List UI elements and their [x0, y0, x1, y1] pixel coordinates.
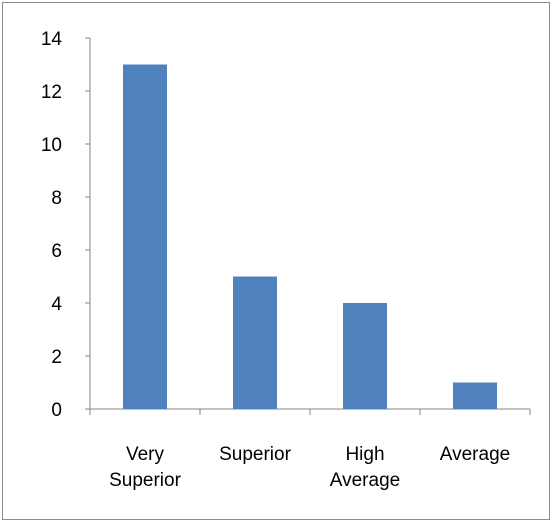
- chart-area: [2, 2, 550, 520]
- x-category-label-line: Average: [330, 470, 400, 491]
- x-category-label-line: Very: [126, 444, 165, 465]
- y-tick-label: 12: [41, 82, 62, 103]
- y-tick-label: 10: [41, 135, 62, 156]
- x-category-label: Average: [440, 444, 510, 465]
- x-category-label-line: High: [345, 444, 384, 465]
- y-tick-label: 0: [51, 400, 62, 421]
- x-category-label-line: Superior: [219, 444, 291, 465]
- x-category-label: Very Superior: [109, 444, 181, 491]
- x-axis: [89, 408, 531, 415]
- y-tick-label: 6: [51, 241, 62, 262]
- bar-very-superior: [123, 64, 167, 409]
- bar-average: [453, 382, 497, 409]
- y-axis: 0 2 4 6 8 10 12 14: [41, 29, 91, 421]
- y-tick-label: 8: [51, 188, 62, 209]
- y-tick-label: 2: [51, 347, 62, 368]
- y-tick-label: 4: [51, 294, 62, 315]
- y-tick-label: 14: [41, 29, 63, 50]
- x-category-label: High Average: [330, 444, 400, 491]
- bars: [123, 64, 497, 409]
- bar-high-average: [343, 303, 387, 409]
- x-category-label-line: Superior: [109, 470, 181, 491]
- bar-superior: [233, 276, 277, 409]
- x-category-label: Superior: [219, 444, 291, 465]
- x-category-label-line: Average: [440, 444, 510, 465]
- category-labels: Very Superior Superior High Average Average: [109, 444, 510, 491]
